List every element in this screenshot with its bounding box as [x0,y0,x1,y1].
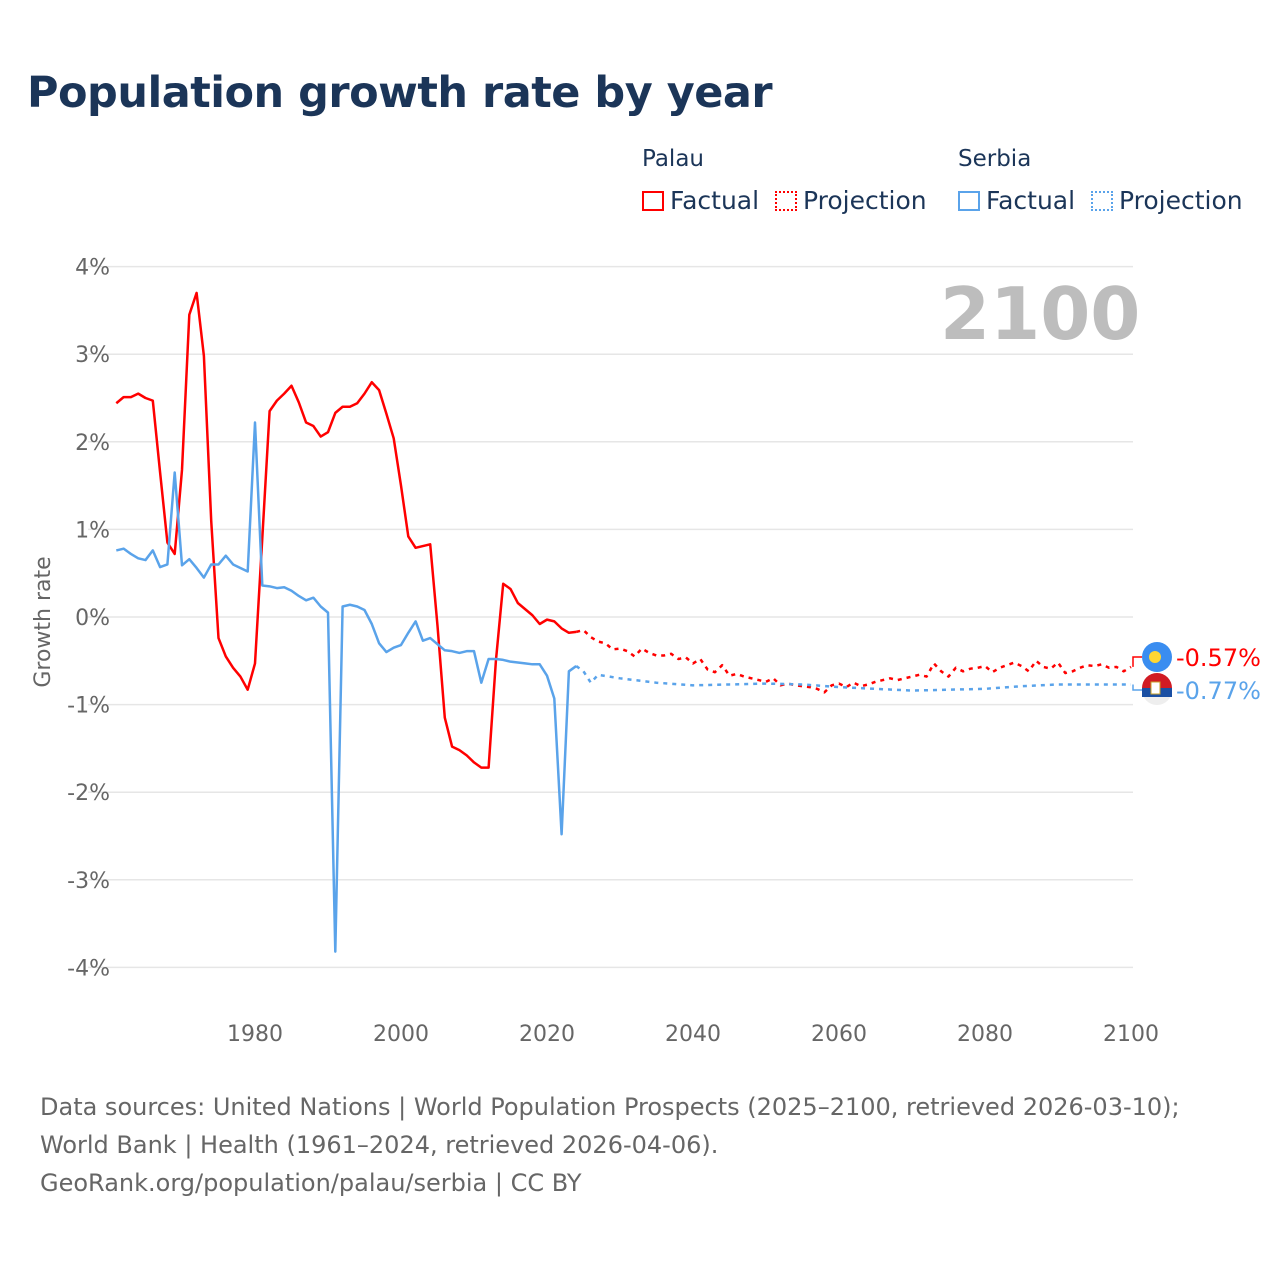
footer: Data sources: United Nations | World Pop… [40,1088,1240,1202]
legend-serbia-factual[interactable]: Factual [958,186,1075,215]
end-value-label: -0.57% [1176,644,1261,672]
x-tick-label: 2080 [957,1022,1013,1047]
chart-title: Population growth rate by year [27,68,773,118]
y-tick-label: -4% [67,956,110,981]
y-tick-label: 3% [75,343,110,368]
y-tick-label: 2% [75,431,110,456]
serbia-flag-red-icon [1142,673,1172,688]
legend-heading-serbia: Serbia [958,146,1032,172]
y-tick-label: 1% [75,518,110,543]
legend-label: Factual [670,186,760,215]
legend-swatch-solid-icon [958,190,980,211]
legend-palau-projection[interactable]: Projection [775,186,927,215]
end-value-label: -0.77% [1176,677,1261,705]
x-tick-label: 2020 [519,1022,575,1047]
serbia-coat-of-arms-icon [1150,681,1161,695]
legend-swatch-solid-icon [642,190,664,211]
y-tick-label: 4% [75,256,110,281]
x-tick-label: 2040 [665,1022,721,1047]
y-tick-label: -1% [67,694,110,719]
legend-swatch-dotted-icon [775,190,797,211]
series-line-palau-projection [575,628,1132,694]
legend-palau-factual[interactable]: Factual [642,186,759,215]
palau-flag-disc-icon [1149,651,1161,663]
legend-swatch-dotted-icon [1091,190,1113,211]
x-tick-label: 1980 [227,1022,283,1047]
legend-label: Factual [986,186,1076,215]
x-tick-label: 2000 [373,1022,429,1047]
current-year-label: 2100 [940,272,1141,356]
credit-link[interactable]: GeoRank.org/population/palau/serbia | CC… [40,1169,582,1197]
y-tick-label: 0% [75,606,110,631]
legend-heading-palau: Palau [642,146,704,172]
legend-label: Projection [1119,186,1243,215]
connector-line [1132,684,1142,691]
series-line-serbia-projection [575,665,1131,692]
legend-serbia-projection[interactable]: Projection [1091,186,1243,215]
data-sources: Data sources: United Nations | World Pop… [40,1093,1180,1159]
legend-label: Projection [803,186,927,215]
y-axis-label: Growth rate [31,556,56,687]
connector-line [1132,656,1142,667]
series-line-palau-factual [115,291,577,769]
y-tick-label: -3% [67,869,110,894]
y-tick-label: -2% [67,781,110,806]
series-line-serbia-factual [116,421,577,953]
x-tick-label: 2100 [1103,1022,1159,1047]
x-tick-label: 2060 [811,1022,867,1047]
